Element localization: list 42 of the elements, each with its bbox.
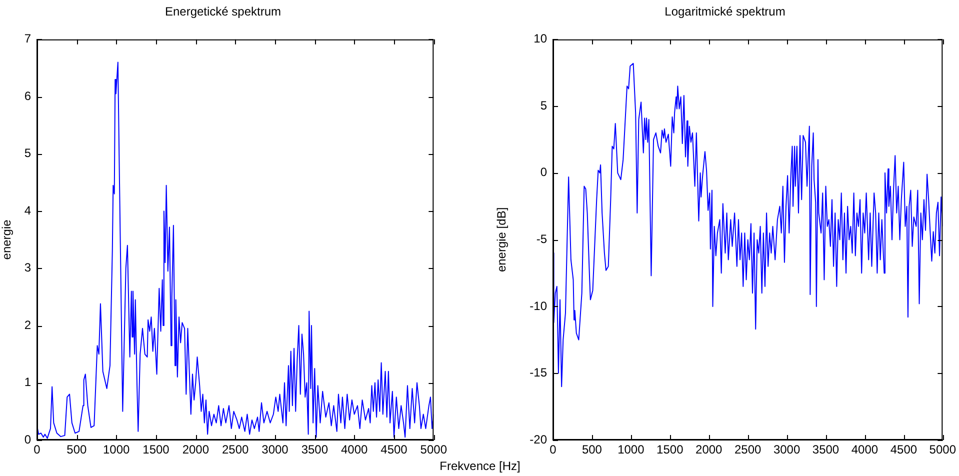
x-tick-label: 3500 [812, 442, 840, 457]
y-tick-label: 3 [24, 260, 32, 275]
x-tick-label: 1500 [656, 442, 684, 457]
x-tick-label: 1000 [618, 442, 645, 457]
x-tick-label: 4000 [340, 442, 368, 457]
x-tick-label: 2500 [734, 442, 762, 457]
x-tick-label: 500 [66, 442, 87, 457]
y-tick-label: 5 [24, 146, 32, 160]
x-tick-label: 0 [550, 442, 557, 457]
x-tick-label: 3000 [773, 442, 800, 457]
x-tick-label: 3500 [301, 442, 328, 457]
y-tick-label: 0 [24, 432, 32, 446]
y-tick-label: 0 [540, 165, 548, 180]
x-tick-label: 5000 [420, 442, 448, 457]
x-tick-label: 4500 [890, 442, 918, 457]
chart-title: Logaritmické spektrum [664, 4, 786, 19]
chart-title: Energetické spektrum [164, 4, 282, 19]
y-axis-title: energie [dB] [494, 207, 509, 272]
y-tick-label: 6 [24, 88, 32, 103]
x-tick-label: 1000 [102, 442, 130, 457]
x-tick-label: 5000 [929, 442, 956, 457]
y-tick-label: 7 [24, 32, 32, 46]
x-tick-label: 4500 [380, 442, 408, 457]
y-tick-label: -20 [530, 432, 548, 446]
x-tick-label: 4000 [851, 442, 878, 457]
y-axis-title: energie [0, 219, 14, 260]
x-tick-label: 3000 [262, 442, 289, 457]
x-tick-label: 2000 [182, 442, 210, 457]
x-tick-label: 2000 [696, 442, 723, 457]
x-tick-label: 500 [582, 442, 602, 457]
x-tick-label: 1500 [142, 442, 170, 457]
x-tick-label: 0 [34, 442, 41, 457]
y-tick-label: -10 [530, 298, 548, 313]
y-tick-label: 4 [24, 203, 32, 218]
y-tick-label: 10 [534, 32, 548, 46]
y-tick-label: -15 [530, 366, 548, 380]
x-tick-label: 2500 [222, 442, 249, 457]
y-tick-label: -5 [536, 232, 548, 246]
y-tick-label: 1 [24, 375, 32, 390]
y-tick-label: 5 [540, 98, 548, 112]
y-tick-label: 2 [24, 318, 32, 332]
x-axis-title: Frekvence [Hz] [440, 459, 520, 473]
